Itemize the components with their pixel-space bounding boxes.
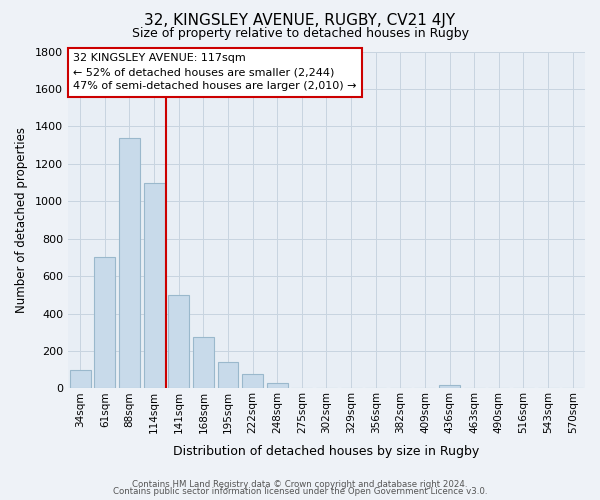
Text: 32, KINGSLEY AVENUE, RUGBY, CV21 4JY: 32, KINGSLEY AVENUE, RUGBY, CV21 4JY (145, 12, 455, 28)
Bar (439, 384, 460, 388)
Bar (193, 337, 214, 388)
Bar (143, 182, 164, 388)
Bar (218, 362, 238, 388)
Bar (242, 374, 263, 388)
Y-axis label: Number of detached properties: Number of detached properties (15, 127, 28, 313)
Text: Contains HM Land Registry data © Crown copyright and database right 2024.: Contains HM Land Registry data © Crown c… (132, 480, 468, 489)
X-axis label: Distribution of detached houses by size in Rugby: Distribution of detached houses by size … (173, 444, 479, 458)
Bar (119, 138, 140, 388)
Bar (70, 370, 91, 388)
Bar (94, 258, 115, 388)
Text: Size of property relative to detached houses in Rugby: Size of property relative to detached ho… (131, 28, 469, 40)
Bar (267, 383, 287, 388)
Text: Contains public sector information licensed under the Open Government Licence v3: Contains public sector information licen… (113, 487, 487, 496)
Bar (168, 295, 189, 388)
Text: 32 KINGSLEY AVENUE: 117sqm
← 52% of detached houses are smaller (2,244)
47% of s: 32 KINGSLEY AVENUE: 117sqm ← 52% of deta… (73, 53, 356, 91)
